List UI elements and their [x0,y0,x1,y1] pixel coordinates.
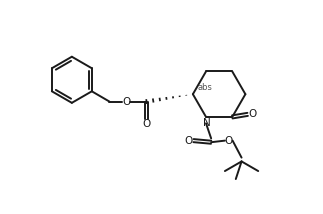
Text: O: O [249,109,257,119]
Text: O: O [142,119,151,129]
Text: O: O [224,136,233,146]
Text: O: O [122,97,130,107]
Text: O: O [184,136,192,146]
Text: N: N [203,118,211,128]
Text: abs: abs [198,83,213,92]
